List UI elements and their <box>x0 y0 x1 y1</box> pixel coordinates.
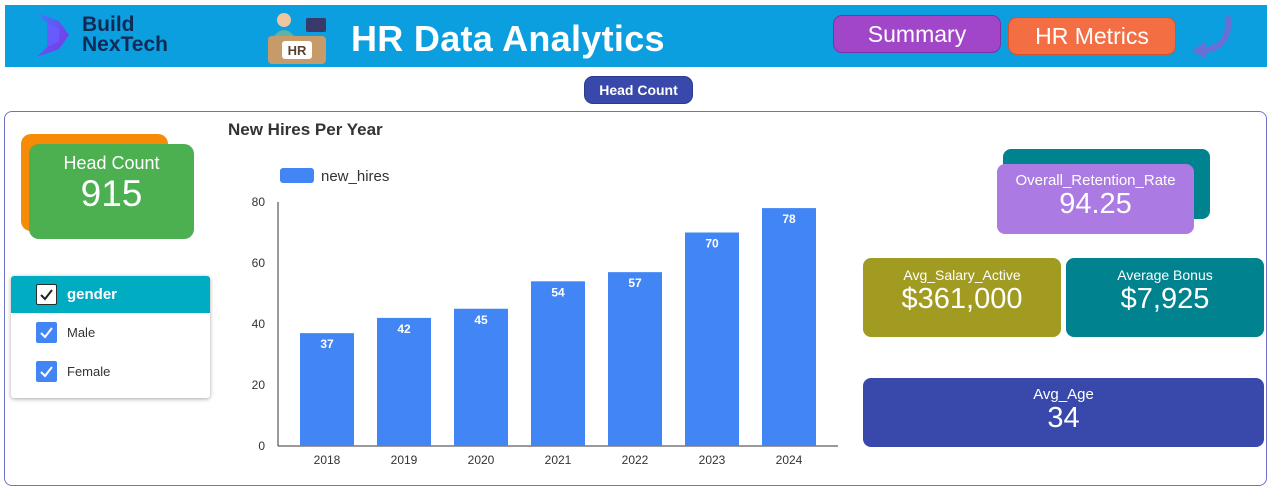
x-tick-label: 2022 <box>622 453 649 467</box>
retention-rate-value: 94.25 <box>1059 188 1132 220</box>
select-all-checkbox-icon[interactable] <box>36 284 57 305</box>
avg-age-card: Avg_Age 34 <box>863 378 1264 447</box>
gender-filter-panel: gender Male Female <box>11 276 210 398</box>
legend-swatch <box>280 168 314 183</box>
data-label: 54 <box>551 285 565 299</box>
data-label: 42 <box>397 322 411 336</box>
gender-option-label: Male <box>67 325 96 340</box>
bar-2024 <box>762 208 816 446</box>
avg-salary-label: Avg_Salary_Active <box>903 267 1021 283</box>
gender-filter-title: gender <box>67 286 118 303</box>
gender-option-male[interactable]: Male <box>11 313 210 352</box>
bar-2023 <box>685 232 739 446</box>
back-arrow-icon[interactable] <box>1188 13 1238 61</box>
hr-metrics-button[interactable]: HR Metrics <box>1008 17 1176 55</box>
male-checkbox-icon[interactable] <box>36 322 57 343</box>
header-bar: Build NexTech HR HR Data Analytics Summa… <box>5 5 1267 67</box>
avg-age-value: 34 <box>1047 402 1080 434</box>
y-tick-label: 40 <box>252 317 266 331</box>
average-bonus-card: Average Bonus $7,925 <box>1066 258 1264 337</box>
x-tick-label: 2024 <box>776 453 803 467</box>
x-tick-label: 2018 <box>314 453 341 467</box>
head-count-page-button[interactable]: Head Count <box>584 76 693 104</box>
head-count-card: Head Count 915 <box>29 144 194 239</box>
gender-filter-header[interactable]: gender <box>11 276 210 313</box>
data-label: 37 <box>320 337 334 351</box>
brand-name: Build NexTech <box>82 13 168 56</box>
bar-2021 <box>531 281 585 446</box>
head-count-value: 915 <box>80 173 143 214</box>
x-tick-label: 2020 <box>468 453 495 467</box>
x-tick-label: 2019 <box>391 453 418 467</box>
legend-label: new_hires <box>321 168 389 185</box>
gender-option-label: Female <box>67 364 111 379</box>
chart-title: New Hires Per Year <box>228 120 383 139</box>
y-tick-label: 0 <box>258 439 265 453</box>
retention-rate-label: Overall_Retention_Rate <box>1015 172 1176 189</box>
page-title: HR Data Analytics <box>351 18 665 59</box>
x-tick-label: 2023 <box>699 453 726 467</box>
average-bonus-label: Average Bonus <box>1117 267 1213 283</box>
hr-desk-label: HR <box>288 43 307 58</box>
avg-salary-value: $361,000 <box>901 283 1023 315</box>
female-checkbox-icon[interactable] <box>36 361 57 382</box>
data-label: 45 <box>474 313 488 327</box>
bar-2018 <box>300 333 354 446</box>
average-bonus-value: $7,925 <box>1120 283 1210 315</box>
data-label: 78 <box>782 212 796 226</box>
bar-2019 <box>377 317 431 446</box>
hr-desk-illustration-icon: HR <box>268 13 326 64</box>
data-label: 57 <box>628 276 642 290</box>
avg-age-label: Avg_Age <box>1033 386 1094 403</box>
avg-salary-card: Avg_Salary_Active $361,000 <box>863 258 1061 337</box>
retention-rate-card: Overall_Retention_Rate 94.25 <box>997 164 1194 234</box>
summary-button[interactable]: Summary <box>833 15 1001 53</box>
x-tick-label: 2021 <box>545 453 572 467</box>
brand-line-1: Build <box>82 13 135 36</box>
y-tick-label: 80 <box>252 195 266 209</box>
head-count-label: Head Count <box>63 153 160 173</box>
bar-2022 <box>608 272 662 446</box>
build-nextech-logo-icon <box>37 13 69 57</box>
data-label: 70 <box>705 237 719 251</box>
y-tick-label: 20 <box>252 378 266 392</box>
bar-2020 <box>454 308 508 446</box>
new-hires-bar-chart: new_hires 0 20 40 60 80 37 2018 42 2019 45 2020 54 20… <box>252 168 838 467</box>
brand-line-2: NexTech <box>82 33 168 56</box>
gender-option-female[interactable]: Female <box>11 352 210 391</box>
y-tick-label: 60 <box>252 256 266 270</box>
